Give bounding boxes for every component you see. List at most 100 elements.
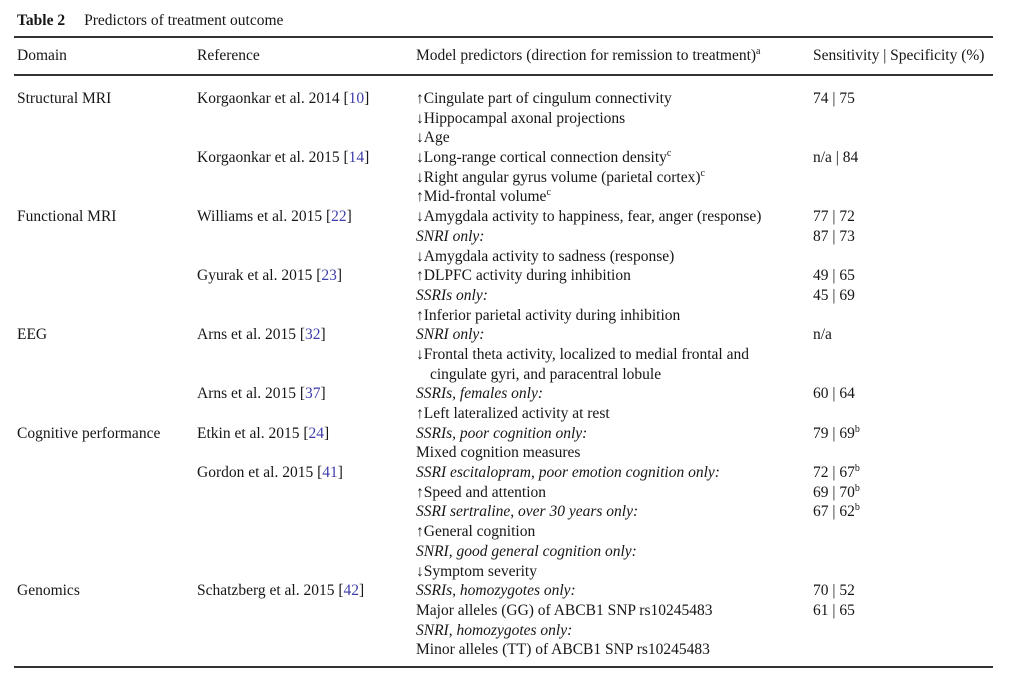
predictor-text: Speed and attention <box>423 483 546 501</box>
predictor: ↑Mid-frontal volumec <box>416 187 551 207</box>
header-rule <box>14 74 993 76</box>
predictor: ↓Amygdala activity to sadness (response) <box>416 247 674 267</box>
domain-label: Genomics <box>17 582 80 600</box>
up-arrow-icon: ↑ <box>416 188 424 206</box>
predictor: ↓Right angular gyrus volume (parietal co… <box>416 168 705 188</box>
table-row: ↑Inferior parietal activity during inhib… <box>0 306 1024 326</box>
citation-link[interactable]: 24 <box>308 424 325 442</box>
up-arrow-icon: ↑ <box>416 90 424 107</box>
predictor: SNRI only: <box>416 227 484 247</box>
table-row: ↓Age <box>0 128 1024 148</box>
footnote-marker: b <box>854 423 860 435</box>
table-row: SSRIs only: 45 | 69 <box>0 286 1024 306</box>
table-label: Table 2 <box>17 12 66 29</box>
table-row: Genomics Schatzberg et al. 2015 [42] SSRIs… <box>0 581 1024 601</box>
reference: Gyurak et al. 2015 [23] <box>197 267 343 285</box>
citation-link[interactable]: 23 <box>321 267 337 285</box>
column-header-sensitivity: Sensitivity | Specificity (%) <box>813 47 985 64</box>
up-arrow-icon: ↑ <box>416 483 424 501</box>
predictor-text: SNRI, good general cognition only: <box>416 542 637 560</box>
down-arrow-icon: ↓ <box>416 208 424 226</box>
table-title: Predictors of treatment outcome <box>84 12 284 29</box>
table-row: ↓Right angular gyrus volume (parietal co… <box>0 168 1024 188</box>
predictor: SSRIs only: <box>416 286 488 306</box>
domain-label: Functional MRI <box>17 208 117 226</box>
predictor: ↓Symptom severity <box>416 562 537 582</box>
table-row: SNRI, good general cognition only: <box>0 542 1024 562</box>
reference: Schatzberg et al. 2015 [42] <box>197 582 365 600</box>
footnote-marker: c <box>666 147 672 159</box>
down-arrow-icon: ↓ <box>416 168 424 186</box>
table-row: Structural MRI Korgaonkar et al. 2014 [10… <box>0 89 1024 109</box>
predictor: SNRI only: <box>416 325 484 345</box>
predictor: SNRI, good general cognition only: <box>416 542 637 562</box>
citation-link[interactable]: 14 <box>348 149 365 167</box>
predictor-text: Long-range cortical connection density <box>423 149 667 167</box>
reference: Korgaonkar et al. 2015 [14] <box>197 149 370 167</box>
predictor: Minor alleles (TT) of ABCB1 SNP rs102454… <box>416 640 710 660</box>
footnote-marker: c <box>700 167 705 179</box>
predictor-text: Mixed cognition measures <box>416 444 581 462</box>
reference: Etkin et al. 2015 [24] <box>197 424 330 442</box>
predictor-text: SNRI only: <box>416 227 485 245</box>
sensitivity-specificity-value: 74 | 75 <box>813 90 855 107</box>
table-row: SNRI, homozygotes only: <box>0 621 1024 641</box>
predictor: SSRIs, poor cognition only: <box>416 424 587 444</box>
predictor-text: Amygdala activity to sadness (response) <box>423 247 675 265</box>
down-arrow-icon: ↓ <box>416 129 424 147</box>
citation-link[interactable]: 37 <box>305 385 321 403</box>
reference: Arns et al. 2015 [32] <box>197 326 326 344</box>
domain-label: Cognitive performance <box>17 424 161 442</box>
predictor-text: SSRI escitalopram, poor emotion cognitio… <box>416 464 720 482</box>
predictor-text: Minor alleles (TT) of ABCB1 SNP rs102454… <box>416 641 710 659</box>
predictor: SSRI sertraline, over 30 years only: <box>416 502 638 522</box>
predictor-text: SNRI, homozygotes only: <box>416 621 573 639</box>
table-row: ↑Speed and attention 69 | 70b <box>0 483 1024 503</box>
predictor: ↓Frontal theta activity, localized to me… <box>416 345 749 365</box>
predictor-text: SNRI only: <box>416 326 485 344</box>
sensitivity-specificity-value: 77 | 72 <box>813 208 855 226</box>
predictor-text: Amygdala activity to happiness, fear, an… <box>423 208 762 226</box>
sensitivity-specificity-value: 69 | 70b <box>813 482 860 501</box>
down-arrow-icon: ↓ <box>416 109 424 127</box>
table-row: Cognitive performance Etkin et al. 2015 [… <box>0 424 1024 444</box>
predictor-text: SSRIs, poor cognition only: <box>416 424 588 442</box>
reference: Arns et al. 2015 [37] <box>197 385 326 403</box>
up-arrow-icon: ↑ <box>416 267 424 285</box>
citation-link[interactable]: 22 <box>331 208 347 226</box>
predictor: ↑Cingulate part of cingulum connectivity <box>416 89 672 109</box>
table-row: ↓Amygdala activity to sadness (response) <box>0 247 1024 267</box>
column-header-reference: Reference <box>197 47 260 64</box>
sensitivity-specificity-value: 72 | 67b <box>813 462 860 482</box>
table-row: Minor alleles (TT) of ABCB1 SNP rs102454… <box>0 640 1024 660</box>
sensitivity-specificity-value: 49 | 65 <box>813 267 855 285</box>
citation-link[interactable]: 32 <box>305 326 321 344</box>
predictor-text: cingulate gyri, and paracentral lobule <box>430 365 662 383</box>
predictor: SSRIs, females only: <box>416 384 543 404</box>
predictor: ↑DLPFC activity during inhibition <box>416 266 631 286</box>
table-row: Mixed cognition measures <box>0 443 1024 463</box>
predictor-text: SSRI sertraline, over 30 years only: <box>416 503 639 521</box>
table-row: ↑Mid-frontal volumec <box>0 187 1024 207</box>
predictor: cingulate gyri, and paracentral lobule <box>416 365 661 385</box>
sensitivity-specificity-value: 70 | 52 <box>813 582 855 600</box>
predictor: ↓Long-range cortical connection densityc <box>416 148 671 168</box>
column-header-predictors: Model predictors (direction for remissio… <box>416 46 761 65</box>
predictor: SSRIs, homozygotes only: <box>416 581 576 601</box>
sensitivity-specificity-value: 60 | 64 <box>813 385 855 403</box>
table-row: Gyurak et al. 2015 [23] ↑DLPFC activity d… <box>0 266 1024 286</box>
sensitivity-specificity-value: n/a | 84 <box>813 149 859 167</box>
predictor-text: Age <box>423 129 450 147</box>
citation-link[interactable]: 41 <box>322 464 338 482</box>
predictor: ↓Age <box>416 128 450 148</box>
table-row: ↓Symptom severity <box>0 562 1024 582</box>
footnote-marker: b <box>854 462 860 474</box>
table-row: ↓Hippocampal axonal projections <box>0 109 1024 129</box>
table-row: SSRI sertraline, over 30 years only: 67 |… <box>0 502 1024 522</box>
table-row: Functional MRI Williams et al. 2015 [22] ↓… <box>0 207 1024 227</box>
citation-link[interactable]: 10 <box>348 90 365 107</box>
citation-link[interactable]: 42 <box>343 582 360 600</box>
table-row: SNRI only: 87 | 73 <box>0 227 1024 247</box>
down-arrow-icon: ↓ <box>416 149 424 167</box>
